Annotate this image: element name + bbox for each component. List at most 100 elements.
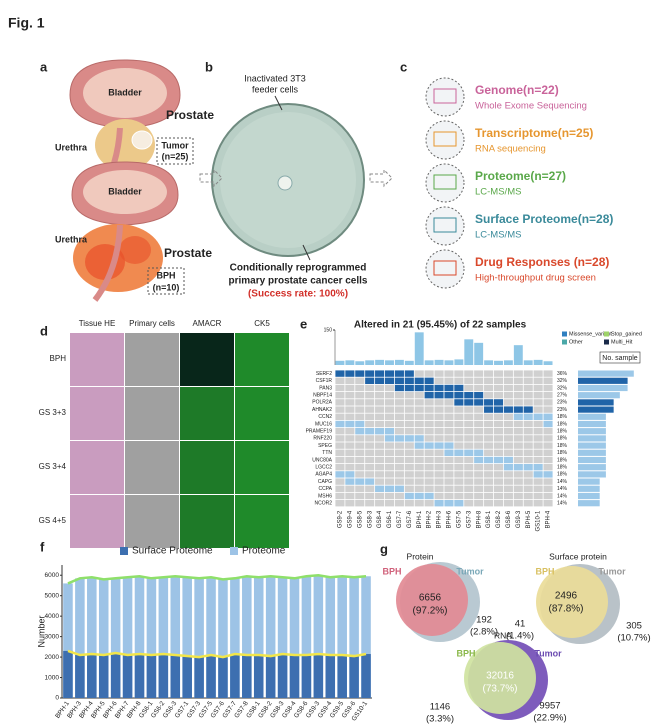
y-tick-label: 6000 bbox=[45, 572, 60, 579]
grid-cell bbox=[503, 471, 513, 478]
mutation-cell bbox=[345, 478, 355, 485]
mutation-cell bbox=[384, 428, 395, 435]
label: BPH bbox=[156, 270, 175, 280]
grid-cell bbox=[474, 420, 484, 428]
grid-cell bbox=[493, 442, 504, 449]
grid-cell bbox=[493, 377, 504, 384]
mutation-cell bbox=[414, 384, 424, 392]
mutation-cell bbox=[434, 384, 444, 392]
grid-cell bbox=[533, 485, 543, 492]
bar bbox=[349, 656, 359, 698]
mutation-cell bbox=[375, 377, 385, 384]
sample-bar bbox=[578, 413, 606, 420]
grid-cell bbox=[414, 428, 424, 435]
label: GS8-2 bbox=[496, 510, 502, 528]
mutation-cell bbox=[444, 384, 454, 392]
grid-cell bbox=[335, 399, 345, 406]
label: 18% bbox=[557, 421, 568, 427]
grid-cell bbox=[474, 442, 484, 449]
grid-cell bbox=[375, 492, 385, 500]
grid-cell bbox=[375, 442, 385, 449]
label: LGCC2 bbox=[315, 465, 332, 471]
grid-cell bbox=[365, 500, 375, 507]
grid-cell bbox=[543, 442, 553, 449]
grid-cell bbox=[523, 384, 533, 392]
bar bbox=[194, 578, 204, 698]
mutation-cell bbox=[454, 500, 464, 507]
grid-cell bbox=[424, 406, 434, 413]
mutation-bar bbox=[543, 361, 553, 365]
mutation-cell bbox=[404, 377, 414, 384]
grid-cell bbox=[434, 478, 444, 485]
grid-cell bbox=[335, 449, 345, 456]
mutation-cell bbox=[404, 384, 414, 392]
label: primary prostate cancer cells bbox=[229, 276, 368, 287]
grid-cell bbox=[424, 428, 434, 435]
y-axis-label: Number bbox=[36, 615, 46, 647]
grid-cell bbox=[513, 478, 523, 485]
label: RNA bbox=[494, 630, 512, 640]
grid-cell bbox=[355, 377, 365, 384]
omics-icon-detail bbox=[433, 217, 457, 233]
grid-cell bbox=[394, 478, 404, 485]
mutation-bar bbox=[375, 359, 385, 365]
panel-label: a bbox=[40, 59, 48, 74]
grid-cell bbox=[404, 464, 414, 471]
label: Tumor bbox=[598, 566, 626, 576]
bar bbox=[206, 655, 216, 698]
mutation-cell bbox=[335, 471, 345, 478]
label: GS8-1 bbox=[486, 510, 492, 528]
grid-cell bbox=[365, 420, 375, 428]
label: 14% bbox=[557, 493, 568, 499]
bar bbox=[230, 578, 240, 698]
bar bbox=[218, 657, 228, 698]
label: Conditionally reprogrammed bbox=[230, 263, 367, 274]
grid-cell bbox=[454, 370, 464, 377]
bar bbox=[75, 655, 85, 698]
grid-cell bbox=[533, 384, 543, 392]
grid-cell bbox=[503, 435, 513, 442]
grid-cell bbox=[414, 485, 424, 492]
bar bbox=[218, 579, 228, 698]
mutation-cell bbox=[503, 456, 513, 464]
grid-cell bbox=[513, 500, 523, 507]
grid-cell bbox=[434, 370, 444, 377]
legend-swatch bbox=[562, 339, 567, 345]
grid-cell bbox=[454, 485, 464, 492]
grid-cell bbox=[454, 471, 464, 478]
grid-cell bbox=[513, 492, 523, 500]
grid-cell bbox=[444, 413, 454, 420]
grid-cell bbox=[394, 464, 404, 471]
grid-cell bbox=[533, 492, 543, 500]
grid-cell bbox=[444, 370, 454, 377]
grid-cell bbox=[464, 478, 474, 485]
grid-cell bbox=[503, 478, 513, 485]
mutation-cell bbox=[384, 485, 395, 492]
sample-bar bbox=[578, 449, 606, 456]
grid-cell bbox=[474, 384, 484, 392]
grid-cell bbox=[345, 492, 355, 500]
label: MSH6 bbox=[318, 493, 332, 499]
grid-cell bbox=[424, 500, 434, 507]
grid-cell bbox=[464, 471, 474, 478]
grid-cell bbox=[335, 464, 345, 471]
bar bbox=[242, 576, 252, 698]
label: POLR2A bbox=[312, 400, 332, 406]
figure-title: Fig. 1 bbox=[8, 15, 45, 31]
grid-cell bbox=[454, 435, 464, 442]
label: Multi_Hit bbox=[611, 339, 633, 345]
grid-cell bbox=[484, 478, 494, 485]
mutation-cell bbox=[533, 471, 543, 478]
label: 14% bbox=[557, 479, 568, 485]
label: 18% bbox=[557, 436, 568, 442]
panel-label: b bbox=[205, 59, 213, 74]
grid-cell bbox=[335, 413, 345, 420]
mutation-cell bbox=[484, 456, 494, 464]
mutation-cell bbox=[484, 399, 494, 406]
y-tick-label: 1000 bbox=[45, 674, 60, 681]
mutation-cell bbox=[464, 392, 474, 399]
grid-cell bbox=[345, 399, 355, 406]
label: 32% bbox=[557, 385, 568, 391]
grid-cell bbox=[404, 500, 414, 507]
venn-circle bbox=[536, 566, 608, 638]
